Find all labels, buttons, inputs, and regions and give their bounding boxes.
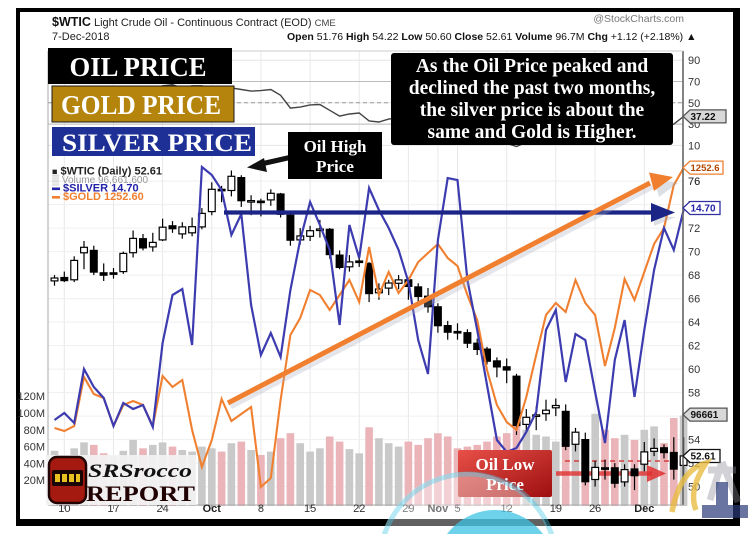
svg-text:37.22: 37.22	[691, 112, 716, 123]
svg-text:10: 10	[688, 140, 700, 152]
svg-text:the silver price is about the: the silver price is about the	[420, 100, 645, 121]
svg-text:60: 60	[688, 364, 700, 376]
svg-text:96661: 96661	[691, 410, 719, 421]
svg-text:120M: 120M	[17, 391, 45, 403]
svg-text:5: 5	[454, 503, 460, 515]
svg-text:Open 51.76 High 54.22 Low 50.6: Open 51.76 High 54.22 Low 50.60 Close 52…	[287, 31, 696, 43]
svg-text:52.61: 52.61	[691, 452, 716, 463]
svg-text:▒ Volume 96,661,600: ▒ Volume 96,661,600	[52, 174, 148, 186]
svg-text:GOLD PRICE: GOLD PRICE	[61, 90, 221, 120]
svg-text:7-Dec-2018: 7-Dec-2018	[52, 31, 109, 43]
svg-text:Oct: Oct	[203, 503, 222, 515]
svg-text:declined the past two months,: declined the past two months,	[409, 78, 656, 99]
svg-text:same and Gold is Higher.: same and Gold is Higher.	[428, 122, 637, 143]
svg-text:68: 68	[688, 270, 700, 282]
svg-text:100M: 100M	[17, 408, 45, 420]
svg-text:SRSrocco: SRSrocco	[88, 461, 192, 482]
svg-text:76: 76	[688, 176, 700, 188]
svg-text:$SILVER 14.70: $SILVER 14.70	[63, 183, 139, 195]
svg-text:20M: 20M	[24, 475, 45, 487]
svg-text:90: 90	[688, 55, 700, 67]
svg-text:Oil High: Oil High	[304, 137, 367, 156]
svg-text:Oil Low: Oil Low	[475, 455, 535, 474]
svg-text:OIL PRICE: OIL PRICE	[70, 52, 207, 82]
svg-text:As the Oil Price peaked and: As the Oil Price peaked and	[416, 56, 649, 77]
svg-text:Price: Price	[486, 475, 524, 494]
svg-text:72: 72	[688, 223, 700, 235]
svg-text:Dec: Dec	[634, 503, 654, 515]
svg-text:Price: Price	[316, 157, 354, 176]
svg-text:1252.6: 1252.6	[691, 163, 720, 174]
svg-text:70: 70	[688, 77, 700, 89]
svg-text:19: 19	[550, 503, 562, 515]
svg-text:14.70: 14.70	[691, 204, 716, 215]
svg-text:60M: 60M	[24, 442, 45, 454]
svg-text:80M: 80M	[24, 425, 45, 437]
svg-text:10: 10	[58, 503, 70, 515]
svg-text:15: 15	[304, 503, 316, 515]
svg-text:17: 17	[107, 503, 119, 515]
svg-text:$GOLD 1252.60: $GOLD 1252.60	[63, 191, 144, 203]
svg-text:8: 8	[258, 503, 264, 515]
svg-text:66: 66	[688, 294, 700, 306]
svg-text:REPORT: REPORT	[86, 481, 195, 506]
svg-text:76: 76	[688, 176, 700, 188]
svg-text:62: 62	[688, 341, 700, 353]
svg-text:@StockCharts.com: @StockCharts.com	[593, 13, 684, 25]
svg-text:SILVER PRICE: SILVER PRICE	[62, 130, 252, 157]
svg-text:70: 70	[688, 247, 700, 259]
svg-text:■ $WTIC (Daily) 52.61: ■ $WTIC (Daily) 52.61	[52, 166, 162, 178]
svg-text:40M: 40M	[24, 458, 45, 470]
svg-text:24: 24	[157, 503, 169, 515]
svg-text:22: 22	[353, 503, 365, 515]
svg-text:29: 29	[402, 503, 414, 515]
svg-text:58: 58	[688, 388, 700, 400]
svg-text:Nov: Nov	[427, 503, 449, 515]
svg-text:26: 26	[589, 503, 601, 515]
svg-text:64: 64	[688, 317, 700, 329]
svg-text:54: 54	[688, 435, 700, 447]
svg-text:50: 50	[688, 98, 700, 110]
svg-text:$WTIC Light Crude Oil - Contin: $WTIC Light Crude Oil - Continuous Contr…	[52, 15, 336, 29]
